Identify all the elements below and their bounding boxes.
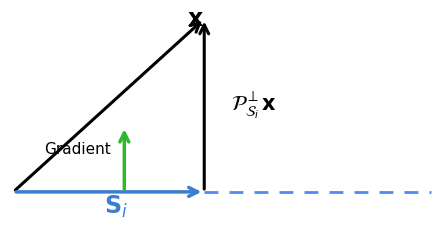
Text: Gradient: Gradient [44, 142, 111, 157]
Text: $\mathbf{S}_i$: $\mathbf{S}_i$ [103, 194, 127, 220]
Text: $\mathcal{P}_{\mathcal{S}_i}^{\perp}\mathbf{x}$: $\mathcal{P}_{\mathcal{S}_i}^{\perp}\mat… [231, 90, 277, 121]
Text: $\mathbf{x}$: $\mathbf{x}$ [187, 7, 204, 31]
